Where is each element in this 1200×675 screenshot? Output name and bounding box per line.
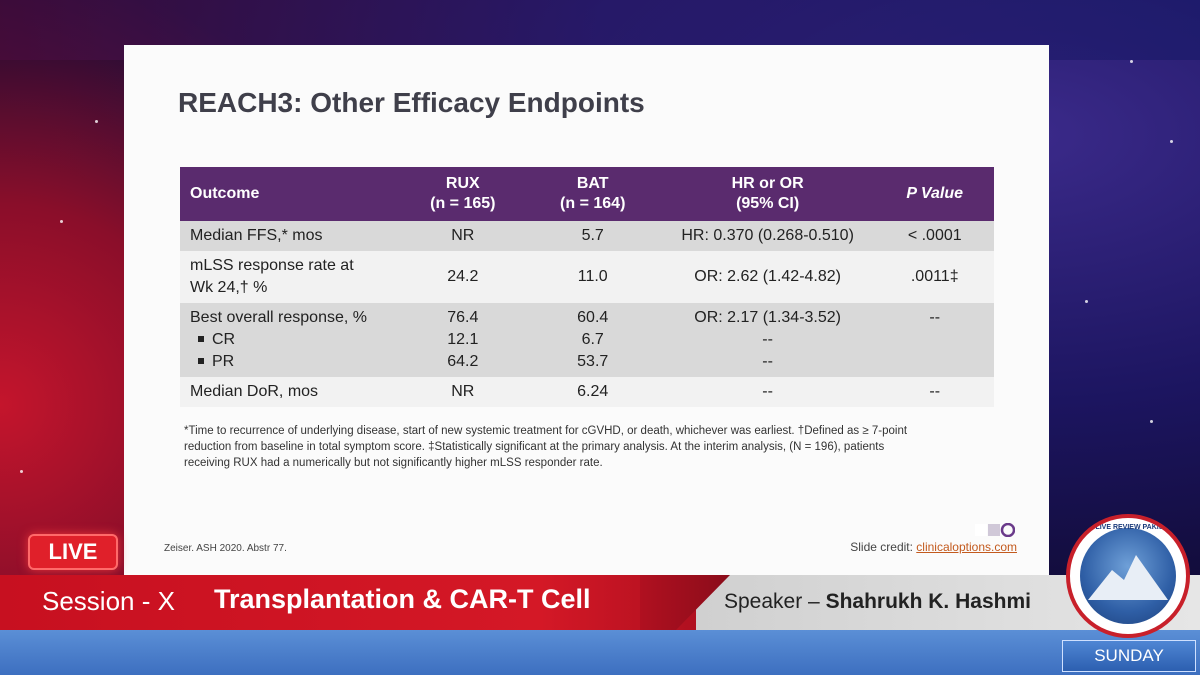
- table-row: Median DoR, mos NR 6.24 -- --: [180, 377, 994, 407]
- slide-credit: Slide credit: clinicaloptions.com: [850, 540, 1017, 554]
- cell-outcome: mLSS response rate at Wk 24,† %: [180, 251, 400, 303]
- cell-p: --: [875, 303, 994, 377]
- star: [95, 120, 98, 123]
- cell-p: < .0001: [875, 221, 994, 251]
- event-logo-icon: ASH LIVE REVIEW PAKISTAN: [1066, 514, 1190, 638]
- cell-rux: 76.4 12.1 64.2: [399, 303, 526, 377]
- cell-p: --: [875, 377, 994, 407]
- session-label: Session - X: [42, 586, 175, 616]
- bullet-icon: [198, 335, 204, 342]
- slide-reference: Zeiser. ASH 2020. Abstr 77.: [164, 543, 287, 554]
- cell-rux: NR: [399, 221, 526, 251]
- header-rux: RUX (n = 165): [399, 167, 526, 221]
- cell-rux: 24.2: [399, 251, 526, 303]
- cell-ratio: HR: 0.370 (0.268-0.510): [659, 221, 876, 251]
- cell-p: .0011‡: [875, 251, 994, 303]
- session-title: Transplantation & CAR-T Cell: [214, 584, 591, 614]
- credit-link[interactable]: clinicaloptions.com: [916, 540, 1017, 554]
- bottom-strip: [0, 630, 1200, 675]
- star: [1085, 300, 1088, 303]
- star: [1130, 60, 1133, 63]
- header-ratio: HR or OR (95% CI): [659, 167, 876, 221]
- header-outcome: Outcome: [180, 167, 400, 221]
- cell-outcome: Median DoR, mos: [180, 377, 400, 407]
- cell-bat: 6.24: [525, 377, 660, 407]
- bullet-icon: [198, 357, 204, 364]
- slide-footnote: *Time to recurrence of underlying diseas…: [184, 425, 908, 469]
- cell-outcome: Median FFS,* mos: [180, 221, 400, 251]
- speaker-info: Speaker – Shahrukh K. Hashmi: [724, 590, 1031, 613]
- star: [20, 470, 23, 473]
- cell-ratio: --: [659, 377, 876, 407]
- clinical-options-logo-icon: [975, 523, 1015, 537]
- table-header-row: Outcome RUX (n = 165) BAT (n = 164) HR or …: [180, 167, 994, 221]
- cell-ratio: OR: 2.62 (1.42-4.82): [659, 251, 876, 303]
- cell-bat: 60.4 6.7 53.7: [525, 303, 660, 377]
- live-badge: LIVE: [28, 534, 118, 570]
- cell-outcome: Best overall response, % CR PR: [180, 303, 400, 377]
- cell-bat: 11.0: [525, 251, 660, 303]
- table-row: Median FFS,* mos NR 5.7 HR: 0.370 (0.268…: [180, 221, 994, 251]
- header-p-value: P Value: [875, 167, 994, 221]
- star: [60, 220, 63, 223]
- presentation-slide: REACH3: Other Efficacy Endpoints Outcome…: [124, 45, 1049, 575]
- header-bat: BAT (n = 164): [525, 167, 660, 221]
- speaker-name: Shahrukh K. Hashmi: [825, 590, 1031, 613]
- lower-third-bar: [0, 575, 1200, 630]
- table-row: mLSS response rate at Wk 24,† % 24.2 11.0…: [180, 251, 994, 303]
- badge-text: ASH LIVE REVIEW PAKISTAN: [1078, 524, 1178, 531]
- endpoints-table: Outcome RUX (n = 165) BAT (n = 164) HR or …: [180, 167, 994, 407]
- star: [1170, 140, 1173, 143]
- star: [1150, 420, 1153, 423]
- cell-bat: 5.7: [525, 221, 660, 251]
- slide-title: REACH3: Other Efficacy Endpoints: [178, 87, 645, 118]
- cell-ratio: OR: 2.17 (1.34-3.52) -- --: [659, 303, 876, 377]
- cell-rux: NR: [399, 377, 526, 407]
- lower-third-wedge: [640, 575, 730, 630]
- table-row: Best overall response, % CR PR 76.4 12.1…: [180, 303, 994, 377]
- day-label: SUNDAY: [1062, 640, 1196, 672]
